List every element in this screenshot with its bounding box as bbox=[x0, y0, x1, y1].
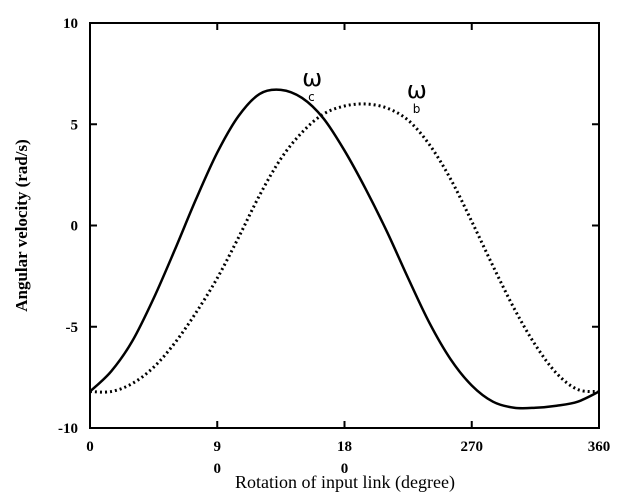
y-tick-label: 10 bbox=[63, 16, 78, 32]
y-tick-label: -10 bbox=[58, 421, 78, 437]
y-tick-label: 0 bbox=[71, 219, 79, 235]
x-tick-label: 9 bbox=[214, 439, 222, 455]
series-label-subscript-b: b bbox=[413, 102, 421, 116]
x-tick-label-wrap: 0 bbox=[341, 461, 349, 477]
y-axis-title: Angular velocity (rad/s) bbox=[12, 139, 31, 312]
series-label-subscript-c: c bbox=[308, 90, 315, 104]
y-tick-label: -5 bbox=[66, 320, 79, 336]
x-tick-label-wrap: 0 bbox=[214, 461, 222, 477]
y-tick-label: 5 bbox=[71, 117, 79, 133]
x-tick-label: 270 bbox=[461, 439, 484, 455]
x-tick-label: 18 bbox=[337, 439, 352, 455]
series-line-b bbox=[89, 102, 600, 394]
x-tick-label: 0 bbox=[86, 439, 94, 455]
series-layer bbox=[89, 88, 600, 410]
series-line-c bbox=[89, 88, 600, 410]
x-tick-label: 360 bbox=[588, 439, 611, 455]
labels-layer: ωc ωb bbox=[302, 64, 427, 116]
x-axis-title: Rotation of input link (degree) bbox=[235, 472, 455, 493]
series-label-omega-c: ω bbox=[302, 64, 322, 92]
series-label-omega-b: ω bbox=[407, 76, 427, 104]
